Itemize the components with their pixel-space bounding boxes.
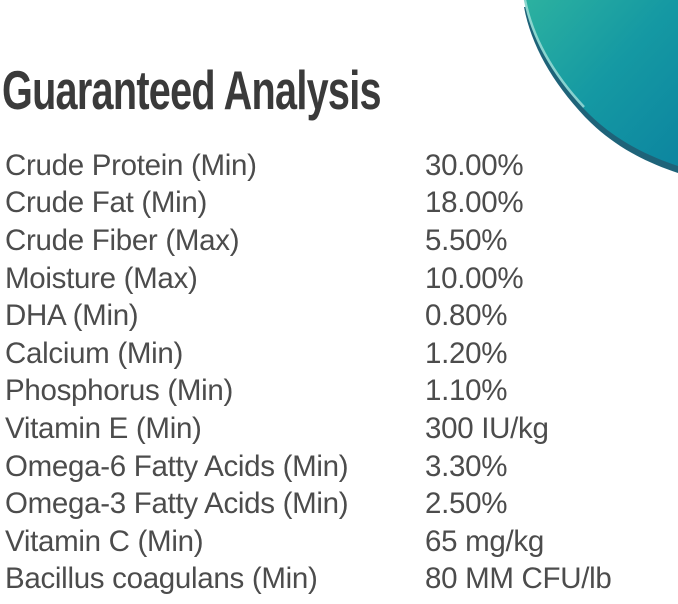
analysis-row: Phosphorus (Min) 1.10% (5, 373, 673, 411)
nutrient-label: Omega-6 Fatty Acids (Min) (5, 449, 349, 483)
analysis-row: Calcium (Min) 1.20% (5, 335, 673, 373)
analysis-row: Crude Fiber (Max) 5.50% (5, 222, 673, 260)
nutrient-value: 1.20% (425, 336, 508, 370)
analysis-row: Vitamin E (Min) 300 IU/kg (5, 410, 673, 448)
nutrient-value: 1.10% (425, 374, 508, 408)
analysis-row: Moisture (Max) 10.00% (5, 260, 673, 298)
wave-edge-highlight (523, 0, 585, 108)
analysis-row: DHA (Min) 0.80% (5, 297, 673, 335)
analysis-row: Omega-6 Fatty Acids (Min) 3.30% (5, 448, 673, 486)
nutrient-value: 5.50% (425, 223, 508, 257)
nutrient-value: 300 IU/kg (425, 411, 549, 445)
nutrient-label: Crude Fat (Min) (5, 186, 208, 220)
nutrient-value: 30.00% (425, 148, 524, 182)
nutrient-label: Calcium (Min) (5, 336, 184, 370)
page-title: Guaranteed Analysis (2, 59, 382, 121)
nutrient-label: Crude Protein (Min) (5, 148, 257, 182)
nutrient-label: Moisture (Max) (5, 261, 198, 295)
nutrient-label: Phosphorus (Min) (5, 374, 234, 408)
analysis-row: Crude Protein (Min) 30.00% (5, 147, 673, 185)
nutrient-value: 65 mg/kg (425, 524, 544, 558)
nutrient-value: 80 MM CFU/lb (425, 562, 612, 596)
nutrient-label: Vitamin C (Min) (5, 524, 204, 558)
analysis-row: Vitamin C (Min) 65 mg/kg (5, 523, 673, 561)
analysis-row: Omega-3 Fatty Acids (Min) 2.50% (5, 485, 673, 523)
wave-body (524, 0, 678, 166)
nutrient-value: 18.00% (425, 186, 524, 220)
nutrient-label: Crude Fiber (Max) (5, 223, 240, 257)
nutrient-value: 3.30% (425, 449, 508, 483)
nutrient-value: 0.80% (425, 299, 508, 333)
nutrient-value: 10.00% (425, 261, 524, 295)
nutrient-label: Vitamin E (Min) (5, 411, 202, 445)
nutrient-value: 2.50% (425, 487, 508, 521)
analysis-row: Crude Fat (Min) 18.00% (5, 185, 673, 223)
analysis-table: Crude Protein (Min) 30.00% Crude Fat (Mi… (5, 147, 673, 598)
nutrient-label: Omega-3 Fatty Acids (Min) (5, 487, 349, 521)
nutrient-label: DHA (Min) (5, 299, 139, 333)
nutrient-label: Bacillus coagulans (Min) (5, 562, 318, 596)
analysis-row: Bacillus coagulans (Min) 80 MM CFU/lb (5, 561, 673, 599)
